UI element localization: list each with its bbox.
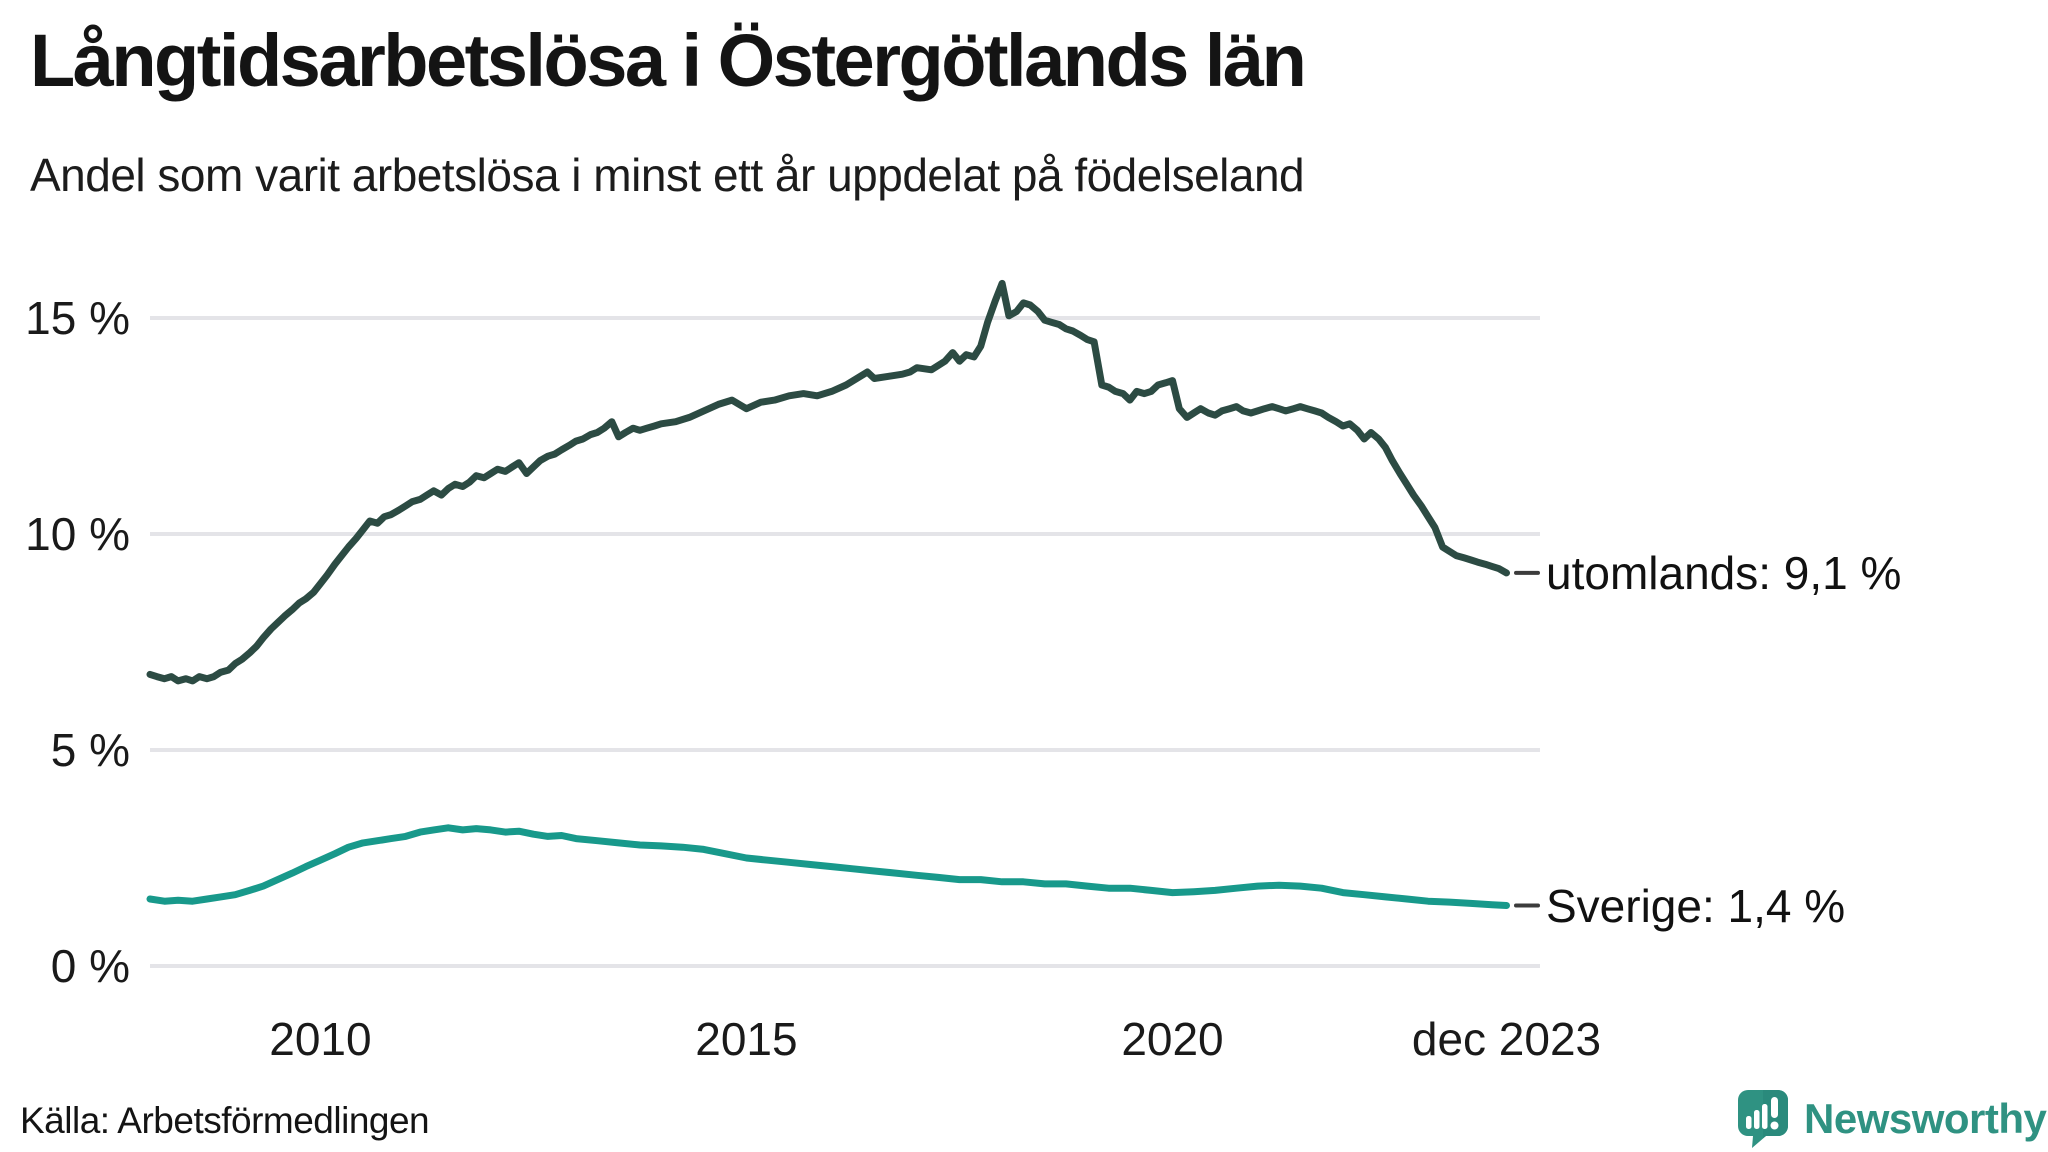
series-line-sverige	[146, 824, 1510, 909]
x-axis-tick-label: 2015	[695, 1013, 798, 1065]
page-title: Långtidsarbetslösa i Östergötlands län	[30, 19, 1307, 102]
y-axis-tick-label: 10 %	[25, 508, 130, 560]
page-subtitle: Andel som varit arbetslösa i minst ett å…	[30, 149, 1305, 201]
x-axis-tick-label: 2020	[1121, 1013, 1224, 1065]
series-label-sverige: Sverige: 1,4 %	[1546, 879, 1846, 932]
source-note: Källa: Arbetsförmedlingen	[20, 1100, 430, 1141]
x-axis-tick-label: dec 2023	[1411, 1013, 1602, 1065]
y-axis-tick-label: 5 %	[50, 724, 130, 776]
series-label-utomlands: utomlands: 9,1 %	[1546, 546, 1902, 599]
y-axis-tick-label: 15 %	[25, 292, 130, 344]
newsworthy-logo-icon	[1738, 1090, 1788, 1148]
newsworthy-logo: Newsworthy	[1738, 1090, 2047, 1148]
newsworthy-wordmark: Newsworthy	[1804, 1095, 2047, 1142]
x-axis-tick-label: 2010	[269, 1013, 372, 1065]
series-line-utomlands	[146, 279, 1510, 685]
y-axis-tick-label: 0 %	[50, 940, 130, 992]
